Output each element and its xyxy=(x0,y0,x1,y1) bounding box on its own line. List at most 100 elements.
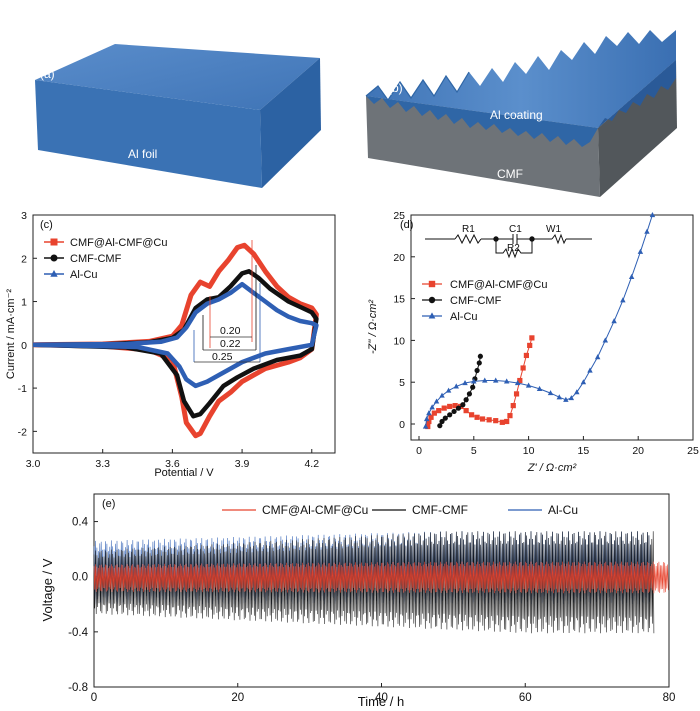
eis-point-3-1 xyxy=(422,423,429,429)
x-axis-d-tick-label: 15 xyxy=(578,445,590,457)
eis-point-2-10 xyxy=(470,384,476,390)
x-axis-c-tick-label: 4.2 xyxy=(304,458,319,470)
eis-point-3-6 xyxy=(439,392,445,398)
eis-point-1-2 xyxy=(426,418,432,425)
plot-frame-e xyxy=(93,493,670,688)
x-axis-c-tick-label: 3.9 xyxy=(235,458,250,470)
eis-point-3-20 xyxy=(568,395,575,401)
coating-right-teeth xyxy=(598,60,676,128)
eis-point-3-28 xyxy=(628,273,635,279)
eis-point-2-14 xyxy=(477,353,483,359)
plot-frame-c xyxy=(32,214,336,454)
eis-point-2-1 xyxy=(437,423,443,429)
eis-point-3-10 xyxy=(471,378,477,384)
eis-point-1-13 xyxy=(479,416,486,422)
eis-point-2-13 xyxy=(476,360,482,366)
eis-point-2-5 xyxy=(451,408,457,415)
eis-point-1-20 xyxy=(513,391,520,397)
warburg-w1 xyxy=(551,233,567,245)
x-axis-c-tick-label: 3.3 xyxy=(95,458,110,470)
y-axis-e-tick-label: 0.0 xyxy=(72,572,88,584)
cv-curve-3 xyxy=(32,281,319,389)
cv-curve-1 xyxy=(32,242,319,439)
legend-e-label-1: CMF@Al-CMF@Cu xyxy=(262,503,368,517)
cmf-label: CMF xyxy=(497,167,523,181)
eis-point-1-22 xyxy=(520,365,526,371)
eis-curve-1 xyxy=(427,337,533,427)
axis-ticks-c: 3.0 3.3 3.6 3.9 4.2 -2 -1 0 1 2 3 xyxy=(18,210,320,470)
legend-e-label-2: CMF-CMF xyxy=(412,503,468,517)
legend-d: CMF@Al-CMF@Cu CMF-CMF Al-Cu xyxy=(422,279,548,323)
eis-point-3-12 xyxy=(492,377,499,383)
x-axis-label-c: Potential / V xyxy=(154,467,214,479)
x-axis-label-e: Time / h xyxy=(358,694,404,709)
y-axis-d-tick-label: 10 xyxy=(393,335,405,347)
substrate-right-face xyxy=(598,60,677,197)
eis-point-1-11 xyxy=(469,412,475,418)
foil-front-face xyxy=(35,80,262,188)
cv-curve-2 xyxy=(32,269,319,419)
legend-d-label-2: CMF-CMF xyxy=(450,295,502,307)
eis-point-1-17 xyxy=(504,418,510,425)
eis-point-1-4 xyxy=(431,410,437,416)
eis-point-2-2 xyxy=(439,418,445,425)
y-axis-e-tick-label: 0.4 xyxy=(72,517,89,529)
eis-point-3-18 xyxy=(556,394,563,400)
legend-d-label-1: CMF@Al-CMF@Cu xyxy=(450,279,548,291)
series-e xyxy=(93,531,669,634)
eis-point-1-18 xyxy=(507,413,513,419)
y-axis-label-d: -Z'' / Ω·cm² xyxy=(367,300,379,354)
legend-c-label-1: CMF@Al-CMF@Cu xyxy=(70,237,168,249)
eis-point-3-31 xyxy=(649,212,656,218)
x-axis-c-tick-label: 3.0 xyxy=(26,458,41,470)
al-coating-label: Al coating xyxy=(490,108,543,122)
eis-point-3-2 xyxy=(423,415,430,422)
eis-point-3-30 xyxy=(644,228,650,234)
x-axis-d-tick-label: 0 xyxy=(416,445,422,457)
eis-point-1-7 xyxy=(447,403,453,410)
y-axis-c-tick-label: 1 xyxy=(21,297,27,309)
r2-branch xyxy=(495,239,533,259)
eis-point-1-12 xyxy=(474,414,480,420)
separation-022: 0.22 xyxy=(220,338,241,350)
voltage-trace-1 xyxy=(93,561,669,594)
foil-top-face xyxy=(35,44,320,110)
y-axis-label-c: Current / mA·cm⁻² xyxy=(5,289,17,379)
legend-c-label-2: CMF-CMF xyxy=(70,253,122,265)
circuit-label-c1: C1 xyxy=(509,224,522,235)
y-axis-c-tick-label: -2 xyxy=(18,426,27,438)
legend-e-label-3: Al-Cu xyxy=(548,503,578,517)
eis-point-3-11 xyxy=(482,377,488,383)
eis-point-1-25 xyxy=(529,335,535,341)
eis-point-3-5 xyxy=(433,398,440,404)
legend-d-marker-1 xyxy=(428,280,436,288)
x-axis-e-tick-label: 80 xyxy=(663,692,676,704)
series-d xyxy=(422,212,656,430)
y-axis-c-tick-label: 2 xyxy=(21,253,27,265)
series-c xyxy=(32,242,319,439)
eis-point-2-12 xyxy=(474,367,480,374)
al-foil-label: Al foil xyxy=(128,147,157,161)
y-axis-e-tick-label: -0.4 xyxy=(68,627,88,639)
x-axis-e-tick-label: 20 xyxy=(231,692,244,704)
legend-d-label-3: Al-Cu xyxy=(450,311,478,323)
legend-e: CMF@Al-CMF@Cu CMF-CMF Al-Cu xyxy=(222,503,578,517)
plot-frame-d xyxy=(410,214,694,441)
panel-a-label: (a) xyxy=(40,67,55,81)
panel-a: (a) Al foil xyxy=(35,44,321,188)
foil-right-face xyxy=(260,58,321,188)
eis-point-3-13 xyxy=(503,378,510,384)
y-axis-label-e: Voltage / V xyxy=(40,558,55,621)
separation-020: 0.20 xyxy=(220,325,241,337)
eis-point-3-9 xyxy=(462,380,468,386)
legend-d-marker-2 xyxy=(428,296,436,304)
legend-c-marker-2 xyxy=(50,254,58,262)
panel-b-label: (b) xyxy=(388,81,403,95)
x-axis-e-tick-label: 0 xyxy=(91,692,97,704)
legend-c: CMF@Al-CMF@Cu CMF-CMF Al-Cu xyxy=(44,237,168,281)
eis-point-3-26 xyxy=(611,318,617,324)
eis-point-1-5 xyxy=(436,408,442,414)
eis-point-1-16 xyxy=(499,419,505,425)
x-axis-e-tick-label: 60 xyxy=(519,692,532,704)
